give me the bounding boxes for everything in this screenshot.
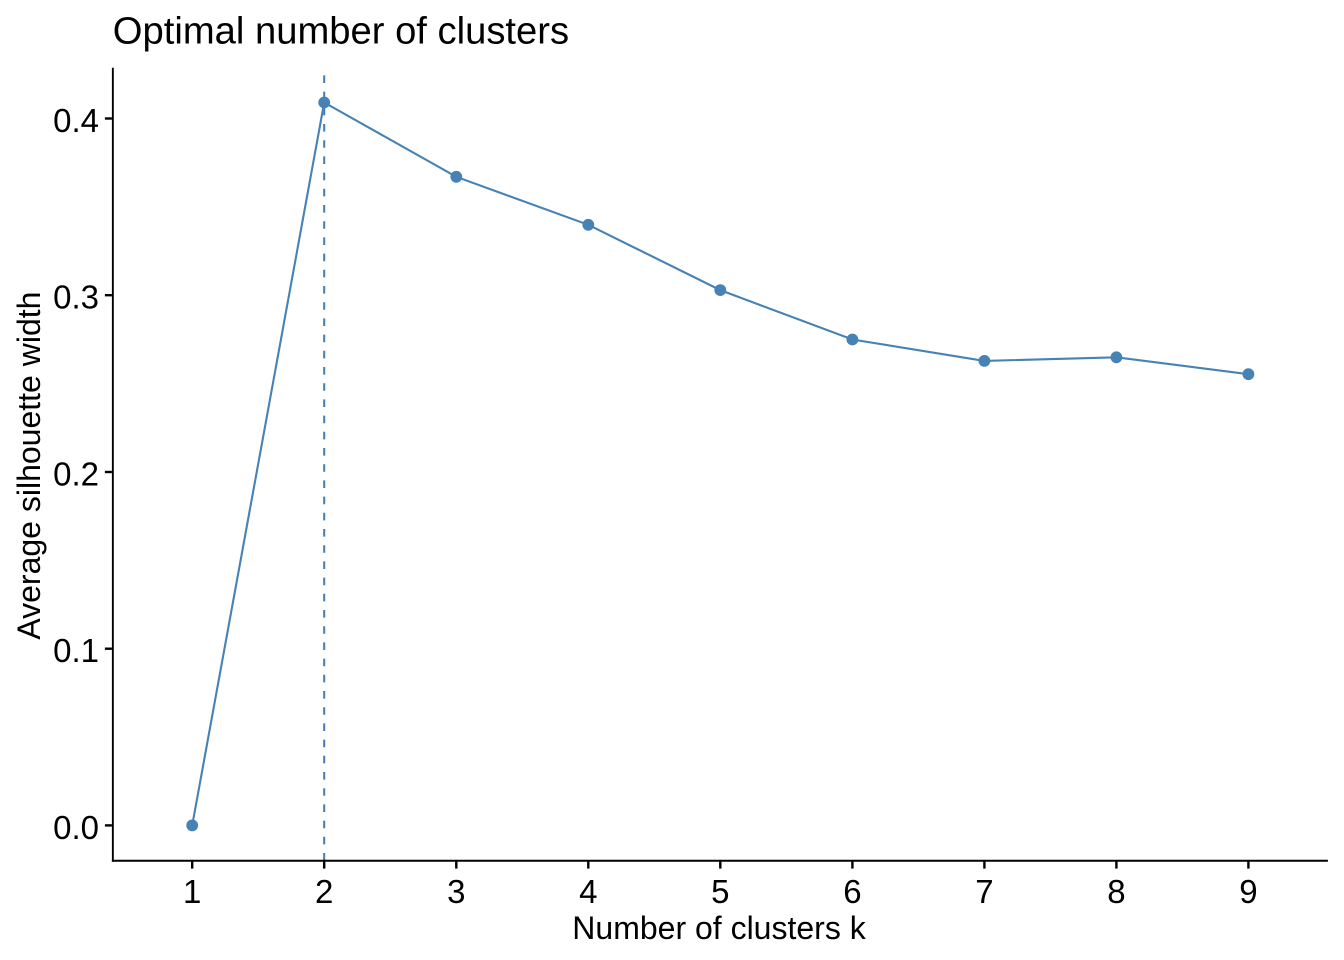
svg-text:6: 6: [843, 873, 861, 910]
svg-text:Optimal number of clusters: Optimal number of clusters: [113, 10, 569, 53]
svg-text:8: 8: [1107, 873, 1125, 910]
svg-text:Average silhouette width: Average silhouette width: [11, 292, 47, 640]
svg-text:0.3: 0.3: [53, 279, 99, 316]
svg-text:0.1: 0.1: [53, 632, 99, 669]
svg-text:3: 3: [447, 873, 465, 910]
svg-text:2: 2: [315, 873, 333, 910]
svg-text:5: 5: [711, 873, 729, 910]
svg-text:4: 4: [579, 873, 597, 910]
svg-text:7: 7: [975, 873, 993, 910]
svg-text:0.0: 0.0: [53, 809, 99, 846]
svg-text:0.4: 0.4: [53, 102, 99, 139]
svg-text:1: 1: [183, 873, 201, 910]
svg-text:Number of clusters k: Number of clusters k: [572, 910, 866, 946]
svg-text:0.2: 0.2: [53, 455, 99, 492]
svg-text:9: 9: [1239, 873, 1257, 910]
